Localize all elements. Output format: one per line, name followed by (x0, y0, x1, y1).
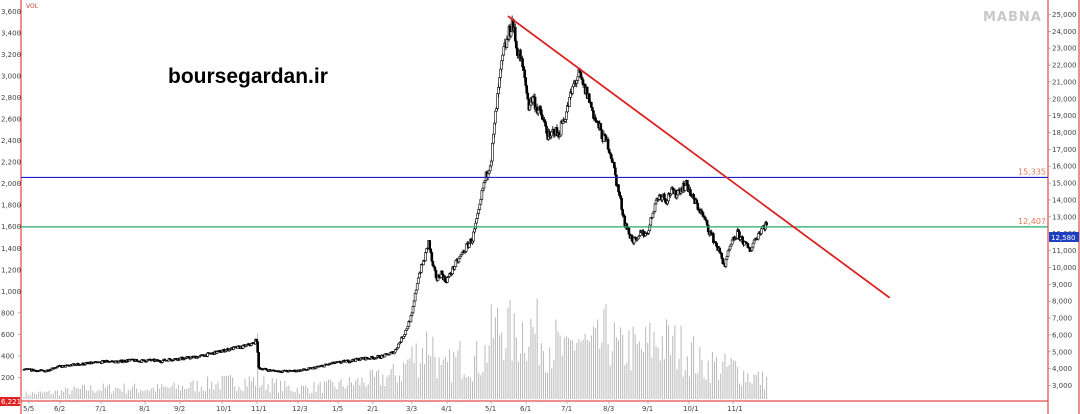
right-tick-label: 18,000 (1052, 129, 1077, 137)
left-tick-label: 1,600 (1, 223, 21, 231)
x-tick-label: 4/1 (441, 405, 452, 413)
right-tick-label: 7,000 (1052, 315, 1072, 323)
x-tick-label: 2/1 (367, 405, 378, 413)
right-tick-label: 16,000 (1052, 163, 1077, 171)
right-tick-label: 6,000 (1052, 331, 1072, 339)
left-tick-label: 1,400 (1, 245, 21, 253)
right-tick-label: 22,000 (1052, 62, 1077, 70)
right-tick-label: 3,000 (1052, 382, 1072, 390)
candle (257, 352, 260, 369)
x-tick-label: 11/1 (251, 405, 267, 413)
x-tick-label: 9/2 (174, 405, 185, 413)
candle (415, 283, 419, 291)
left-tick-label: 400 (1, 352, 14, 360)
left-tick-label: 3,200 (1, 51, 21, 59)
right-tick-label: 8,000 (1052, 298, 1072, 306)
x-tick-label: 9/1 (642, 405, 653, 413)
candle (502, 46, 506, 56)
volume-last-tag: 6,221 (1, 398, 21, 406)
right-tick-label: 4,000 (1052, 365, 1072, 373)
candle (397, 343, 400, 349)
left-tick-label: 3,600 (1, 8, 21, 16)
x-tick-label: 12/3 (292, 405, 308, 413)
right-tick-label: 15,000 (1052, 180, 1077, 188)
right-tick-label: 25,000 (1052, 11, 1077, 19)
left-volume-axis: 200 400 600 800 1,000 1,200 1,400 1,600 1,800 2,0… (1, 8, 21, 382)
left-tick-label: 600 (1, 331, 14, 339)
site-label: boursegardan.ir (168, 65, 328, 88)
trendline-group (507, 15, 891, 299)
level-label: 15,335 (1018, 167, 1046, 176)
candle (404, 330, 408, 336)
volume-last-tag-bg (0, 397, 20, 406)
right-tick-label: 10,000 (1052, 264, 1077, 272)
right-tick-label: 14,000 (1052, 196, 1077, 204)
right-tick-label: 17,000 (1052, 146, 1077, 154)
level-label: 12,407 (1018, 217, 1046, 226)
candlesticks (22, 15, 768, 374)
x-tick-label: 8/3 (603, 405, 614, 413)
left-tick-label: 200 (1, 374, 14, 382)
right-tick-label: 13,000 (1052, 213, 1077, 221)
candle (256, 341, 259, 353)
x-axis: 5/5 6/2 7/1 8/1 9/2 10/1 11/1 12/3 1/5 2/1 3/3 4/1 5… (23, 401, 743, 413)
x-tick-label: 5/5 (23, 405, 34, 413)
left-tick-label: 1,200 (1, 266, 21, 274)
horizontal-levels: 15,335 12,407 (21, 167, 1048, 228)
x-tick-label: 6/1 (520, 405, 531, 413)
right-tick-label: 21,000 (1052, 78, 1077, 86)
candle (491, 142, 494, 165)
right-tick-label: 20,000 (1052, 95, 1077, 103)
candle (413, 292, 417, 302)
left-tick-label: 3,400 (1, 29, 21, 37)
x-tick-label: 11/1 (727, 405, 743, 413)
x-tick-label: 7/1 (561, 405, 572, 413)
x-tick-label: 10/1 (683, 405, 699, 413)
right-price-axis: 3,000 4,000 5,000 6,000 7,000 8,000 9,000 10,00… (1048, 11, 1077, 390)
left-tick-label: 2,800 (1, 94, 21, 102)
right-tick-label: 11,000 (1052, 247, 1077, 255)
volume-label: VOL (26, 3, 39, 10)
left-tick-label: 1,000 (1, 288, 21, 296)
x-tick-label: 3/3 (406, 405, 417, 413)
last-price-tag: 12,580 (1051, 234, 1076, 242)
x-tick-label: 1/5 (332, 405, 343, 413)
x-tick-label: 10/1 (216, 405, 232, 413)
left-tick-label: 800 (1, 309, 14, 317)
right-tick-label: 5,000 (1052, 348, 1072, 356)
candle (765, 220, 768, 226)
right-tick-label: 24,000 (1052, 28, 1077, 36)
x-tick-label: 5/1 (485, 405, 496, 413)
left-tick-label: 2,400 (1, 137, 21, 145)
x-tick-label: 6/2 (54, 405, 65, 413)
x-tick-label: 8/1 (139, 405, 150, 413)
right-tick-label: 23,000 (1052, 45, 1077, 53)
left-tick-label: 2,000 (1, 180, 21, 188)
trendline (507, 15, 891, 299)
volume-bars (23, 298, 768, 399)
candle (590, 101, 593, 108)
last-price-tag-bg (1049, 232, 1079, 242)
right-tick-label: 9,000 (1052, 281, 1072, 289)
left-tick-label: 2,600 (1, 116, 21, 124)
candle (494, 110, 497, 126)
x-tick-label: 7/1 (95, 405, 106, 413)
left-tick-label: 1,800 (1, 202, 21, 210)
left-tick-label: 3,000 (1, 72, 21, 80)
mabna-watermark: MABNA (983, 10, 1042, 25)
left-tick-label: 2,200 (1, 159, 21, 167)
right-tick-label: 19,000 (1052, 112, 1077, 120)
